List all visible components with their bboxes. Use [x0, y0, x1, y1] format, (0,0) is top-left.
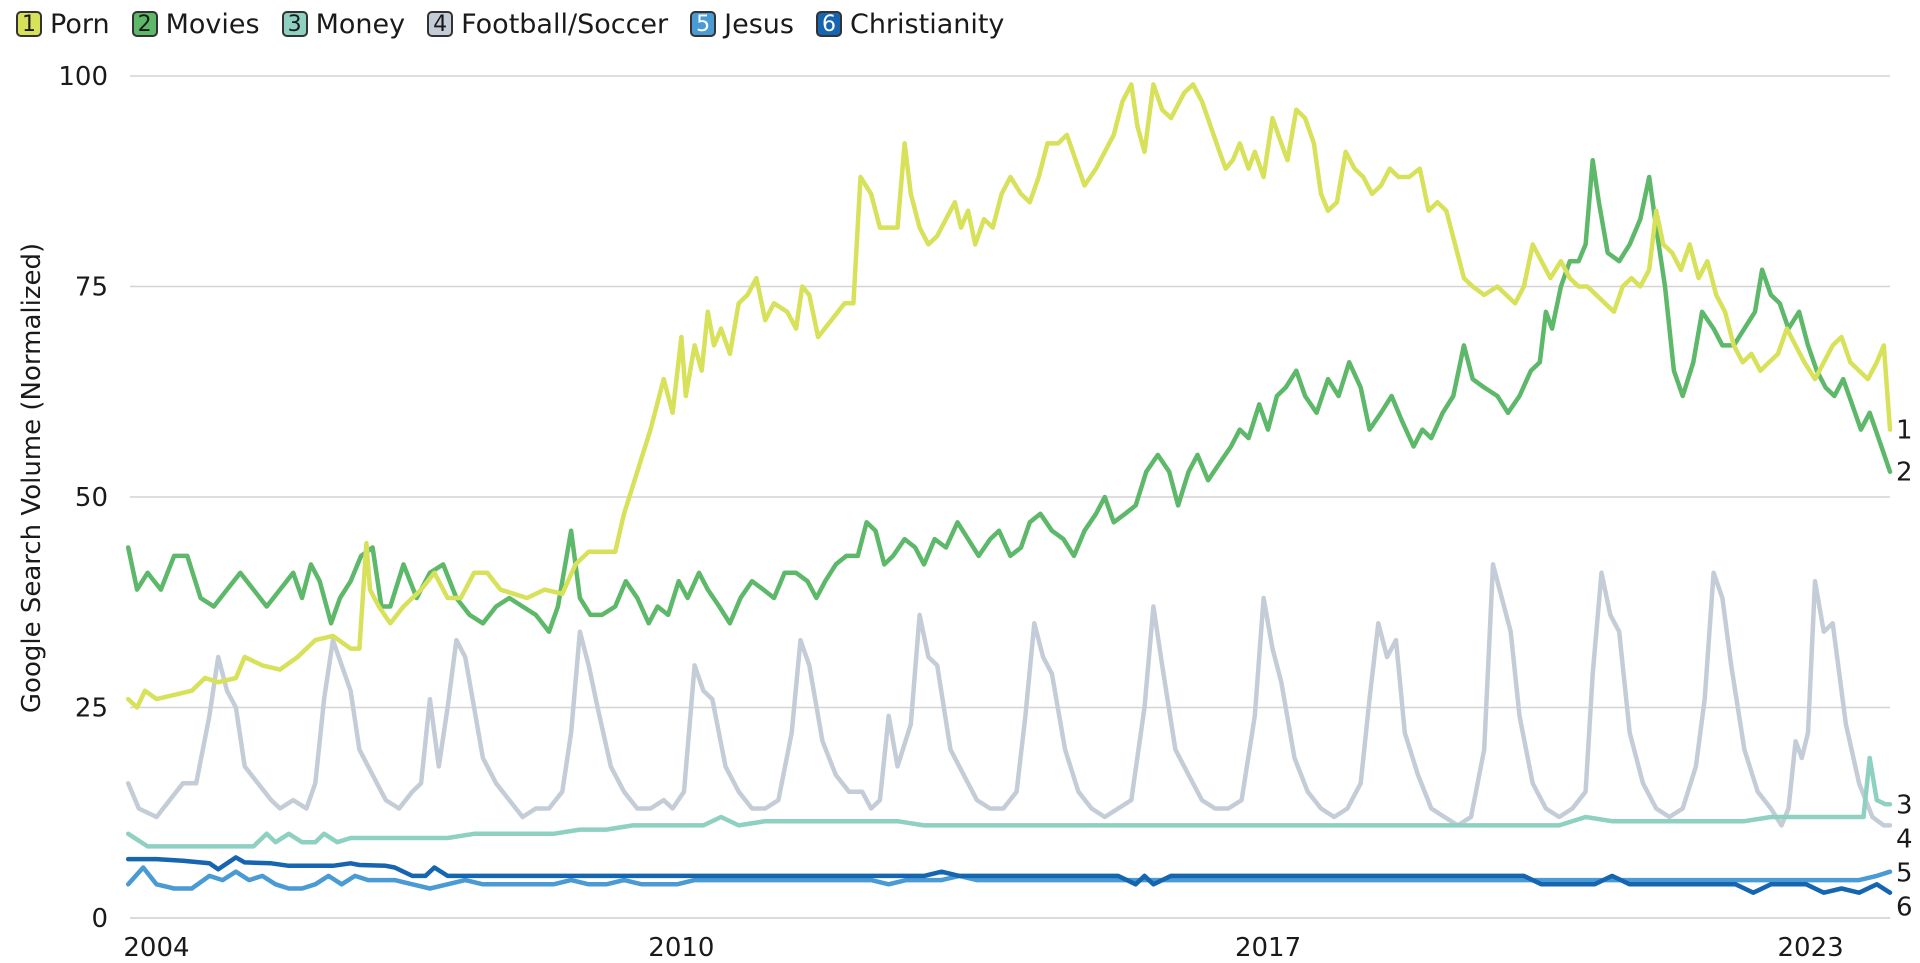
- x-tick-label: 2023: [1778, 933, 1844, 963]
- y-tick-label: 0: [91, 904, 108, 934]
- series-line-money: [125, 755, 1893, 849]
- y-tick-label: 75: [75, 273, 108, 303]
- legend-item-jesus: 5 Jesus: [690, 9, 794, 40]
- legend-label: Christianity: [849, 8, 1005, 40]
- legend-item-christianity: 6 Christianity: [815, 8, 1005, 40]
- legend-label: Jesus: [724, 8, 794, 40]
- end-labels: 1 2 3 4 5 6: [1896, 416, 1913, 923]
- legend-label: Money: [315, 8, 406, 40]
- y-tick-label: 50: [75, 483, 108, 513]
- series-lines: [125, 82, 1893, 895]
- series-end-label: 6: [1896, 892, 1913, 922]
- series-line-football-soccer: [125, 562, 1893, 828]
- legend-item-movies: 2 Movies: [131, 8, 260, 40]
- x-tick-label: 2004: [123, 933, 189, 963]
- series-end-label: 2: [1896, 458, 1913, 488]
- series-line-porn: [125, 82, 1893, 710]
- x-tick-label: 2017: [1235, 933, 1301, 963]
- series-end-label: 3: [1896, 790, 1913, 820]
- legend-item-football-soccer: 4 Football/Soccer: [427, 9, 668, 40]
- legend-label: Football/Soccer: [461, 8, 669, 40]
- legend-badge: 3: [281, 11, 308, 37]
- series-line-jesus: [125, 865, 1893, 891]
- axis-ticks: 0 25 50 75 100 2004 2010 2017 2023: [58, 62, 1843, 963]
- legend-badge: 6: [815, 11, 842, 37]
- legend-badge: 5: [690, 11, 717, 37]
- legend-label: Movies: [165, 8, 260, 40]
- legend-badge: 4: [427, 11, 454, 37]
- legend-badge: 2: [131, 11, 158, 37]
- series-line-movies: [125, 157, 1893, 634]
- y-tick-label: 25: [75, 694, 108, 724]
- legend-badge: 1: [16, 11, 42, 37]
- grid-lines: [130, 75, 1890, 919]
- legend-item-money: 3 Money: [281, 8, 406, 40]
- legend-item-porn: 1 Porn: [16, 9, 110, 40]
- series-end-label: 4: [1896, 824, 1913, 854]
- y-axis-label: Google Search Volume (Normalized): [17, 243, 47, 713]
- legend: 1 Porn 2 Movies 3 Money 4 Football/Soccer 5 Jesus…: [16, 4, 1026, 44]
- y-tick-label: 100: [58, 62, 108, 92]
- legend-label: Porn: [50, 8, 110, 40]
- series-line-christianity: [125, 855, 1893, 895]
- series-end-label: 5: [1896, 858, 1913, 888]
- series-end-label: 1: [1896, 416, 1913, 446]
- x-tick-label: 2010: [648, 933, 714, 963]
